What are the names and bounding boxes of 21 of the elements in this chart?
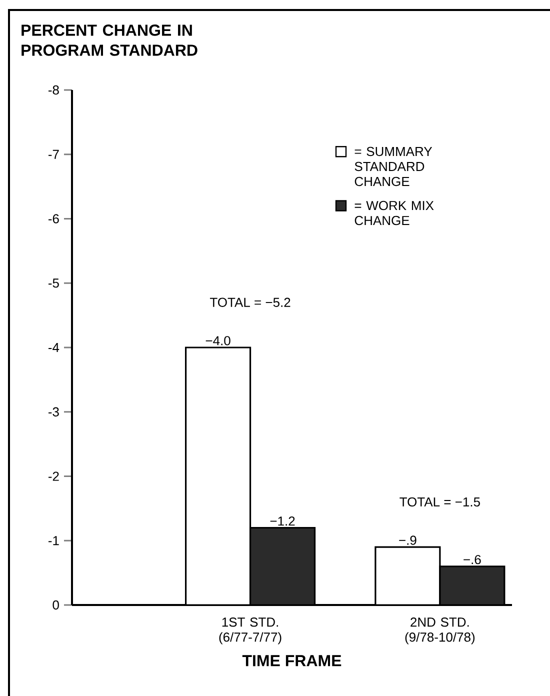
total-label: TOTAL = −1.5 (400, 497, 480, 507)
x-axis-title: TIME FRAME (242, 655, 342, 666)
legend-label: = WORK MIX CHANGE (354, 200, 434, 226)
data-label: −.6 (464, 554, 481, 564)
y-tick-label: -6 (48, 214, 59, 224)
x-tick-label: 2ND STD. (9/78-10/78) (405, 618, 475, 644)
data-label: −.9 (399, 536, 416, 545)
y-tick-label: -1 (48, 536, 59, 546)
y-tick-label: -2 (48, 472, 59, 481)
legend-label: = SUMMARY STANDARD CHANGE (354, 146, 432, 186)
data-label: −1.2 (270, 516, 295, 526)
y-tick-label: 0 (52, 600, 59, 610)
x-tick-label: 1ST STD. (6/77-7/77) (219, 618, 282, 644)
total-label: TOTAL = −5.2 (210, 298, 290, 307)
y-tick-label: -8 (48, 85, 59, 95)
data-label: −4.0 (206, 336, 230, 346)
y-tick-label: -7 (48, 150, 59, 159)
y-axis-title: PERCENT CHANGE IN PROGRAM STANDARD (22, 24, 198, 56)
y-tick-label: -3 (48, 407, 59, 416)
y-tick-label: -5 (48, 278, 59, 288)
y-tick-label: -4 (48, 343, 60, 352)
